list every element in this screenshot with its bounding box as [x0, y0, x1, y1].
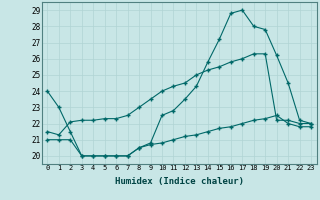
X-axis label: Humidex (Indice chaleur): Humidex (Indice chaleur) [115, 177, 244, 186]
